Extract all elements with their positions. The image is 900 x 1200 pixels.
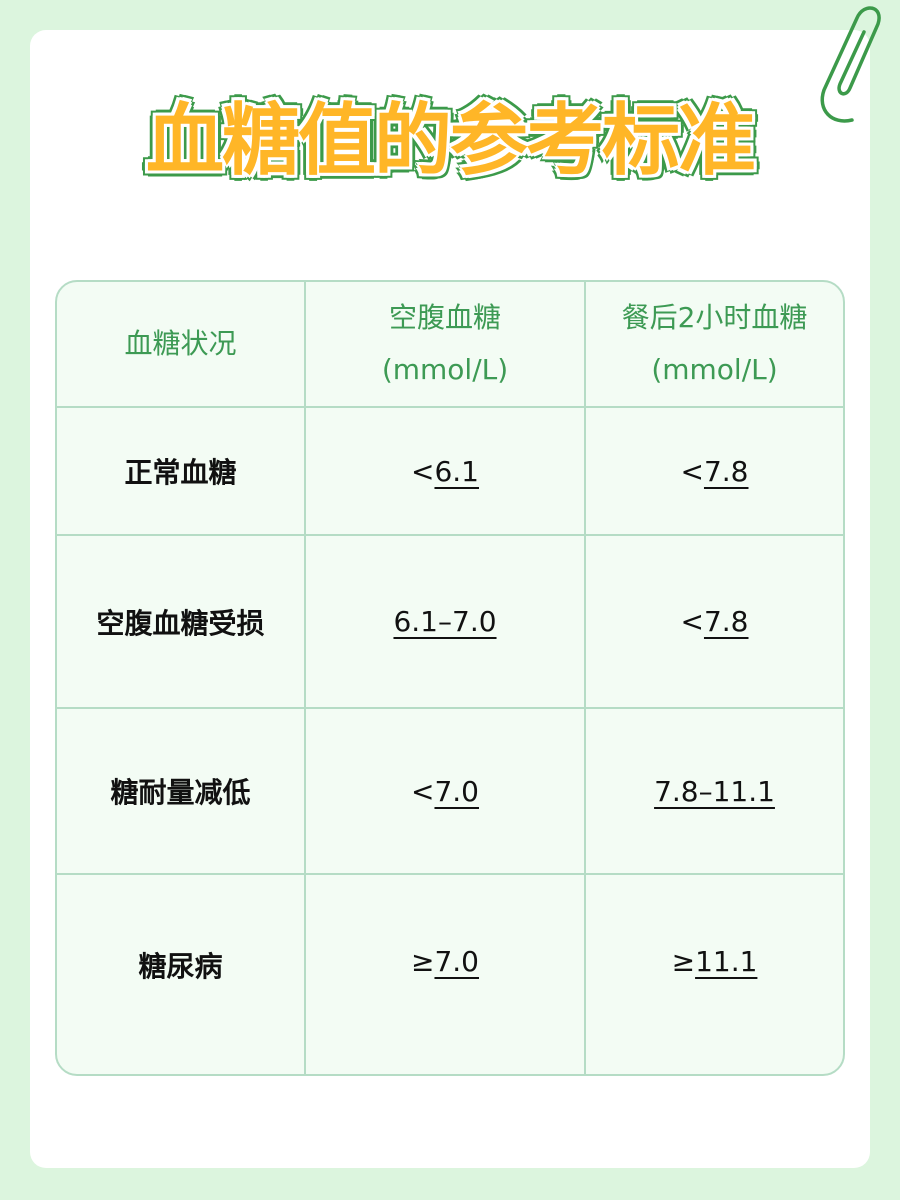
- fasting-cell: ≥7.0: [306, 875, 586, 1074]
- header-status: 血糖状况: [57, 282, 306, 408]
- value: 7.8: [703, 454, 749, 488]
- value: 11.1: [695, 945, 758, 978]
- table-row: 糖尿病 ≥7.0 ≥11.1: [57, 875, 843, 1074]
- value: 7.8–11.1: [654, 774, 775, 808]
- value: 7.8: [703, 605, 749, 638]
- value: 7.0: [434, 945, 479, 978]
- value: 6.1–7.0: [393, 605, 497, 638]
- header-unit: (mmol/L): [651, 353, 778, 386]
- header-label: 血糖状况: [124, 327, 237, 360]
- fasting-cell: <7.0: [306, 709, 586, 875]
- header-unit: (mmol/L): [381, 353, 509, 386]
- status-cell: 空腹血糖受损: [57, 536, 306, 709]
- status-cell: 正常血糖: [57, 408, 306, 536]
- table-header-row: 血糖状况 空腹血糖 (mmol/L) 餐后2小时血糖 (mmol/L): [57, 282, 843, 408]
- fasting-cell: <6.1: [306, 408, 586, 536]
- paperclip-icon: [820, 6, 881, 123]
- value-prefix: ≥: [671, 945, 696, 978]
- header-label: 空腹血糖: [388, 301, 501, 334]
- postprandial-cell: <7.8: [586, 536, 843, 709]
- page-title: 血糖值的参考标准: [145, 96, 756, 186]
- status-cell: 糖尿病: [57, 875, 306, 1074]
- value-prefix: <: [680, 605, 704, 638]
- header-fasting: 空腹血糖 (mmol/L): [306, 282, 586, 408]
- blood-glucose-table: 血糖状况 空腹血糖 (mmol/L) 餐后2小时血糖 (mmol/L) 正常血糖 <…: [55, 280, 845, 1076]
- value-prefix: ≥: [411, 945, 435, 978]
- value-prefix: <: [411, 454, 435, 488]
- postprandial-cell: <7.8: [586, 408, 843, 536]
- header-postprandial: 餐后2小时血糖 (mmol/L): [586, 282, 843, 408]
- status-cell: 糖耐量减低: [57, 709, 306, 875]
- value-prefix: <: [680, 454, 704, 488]
- postprandial-cell: 7.8–11.1: [586, 709, 843, 875]
- table-row: 空腹血糖受损 6.1–7.0 <7.8: [57, 536, 843, 709]
- table-row: 正常血糖 <6.1 <7.8: [57, 408, 843, 536]
- postprandial-cell: ≥11.1: [586, 875, 843, 1074]
- table-row: 糖耐量减低 <7.0 7.8–11.1: [57, 709, 843, 875]
- fasting-cell: 6.1–7.0: [306, 536, 586, 709]
- header-label: 餐后2小时血糖: [621, 301, 808, 334]
- value-prefix: <: [411, 774, 435, 808]
- value: 6.1: [434, 454, 479, 488]
- value: 7.0: [434, 774, 479, 808]
